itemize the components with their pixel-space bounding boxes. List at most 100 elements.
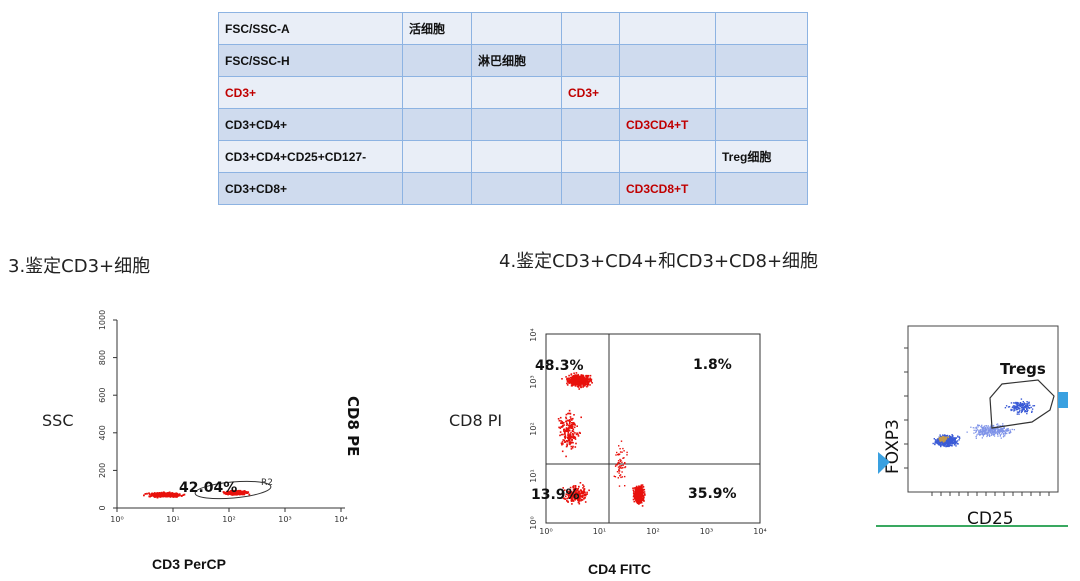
plot2-dot <box>566 440 568 442</box>
plot1-y-tick-label: 400 <box>98 425 107 440</box>
plot2-dot <box>644 494 646 496</box>
plot2-dot <box>564 433 566 436</box>
plot2-dot <box>623 450 625 452</box>
plot1-x-tick-label: 10² <box>222 515 235 524</box>
plot2-dot <box>574 380 577 383</box>
plot3-dot <box>985 431 987 433</box>
plot2-dot <box>582 374 584 377</box>
plot2-dot <box>559 434 561 437</box>
plot2-dot <box>566 440 569 443</box>
plot3-dot <box>939 434 941 436</box>
plot2-dot <box>573 381 575 384</box>
plot3-dot <box>958 436 961 438</box>
plot2-quadrant-lower-right: 35.9% <box>688 486 737 502</box>
plot2-dot <box>578 377 580 379</box>
plot1-dot <box>143 494 145 497</box>
plot3-dot <box>945 440 947 443</box>
plot3-dot <box>951 437 954 439</box>
plot2-dot <box>568 412 570 415</box>
cd4-cd8-dot-plot: 10⁰ 10¹ 10² 10³ 10⁴ 10⁰ 10¹ 10² 10³ 10⁴ 48.3% 1.… <box>529 328 767 536</box>
plot2-dot <box>568 374 570 377</box>
plot2-dot <box>575 376 578 378</box>
table-cell <box>561 140 620 173</box>
plot3-dot <box>948 437 950 439</box>
plot2-dot <box>616 464 619 466</box>
plot2-dot <box>582 484 584 486</box>
plot2-dot <box>584 501 587 503</box>
plot2-dot <box>619 448 621 450</box>
plot3-dot <box>948 439 951 442</box>
plot2-dot <box>573 383 576 385</box>
plot3-dot <box>941 442 944 445</box>
plot3-dot <box>1031 411 1033 413</box>
plot3-dot <box>990 428 992 430</box>
plot2-dot <box>614 465 617 467</box>
plot2-dot <box>561 443 563 446</box>
plot2-dot <box>633 487 636 489</box>
table-cell <box>471 172 562 205</box>
plot2-dot <box>574 446 577 448</box>
plot3-dot <box>1025 407 1028 410</box>
plot1-dot <box>230 493 233 495</box>
plot2-dot <box>635 488 638 490</box>
plot2-dot <box>573 426 576 429</box>
plot3-dot <box>970 426 972 428</box>
plot3-dot <box>1003 435 1005 437</box>
table-cell <box>715 12 808 45</box>
plot3-dot <box>933 438 935 440</box>
plot2-dot <box>565 416 567 419</box>
plot3-dot <box>1017 408 1019 410</box>
plot2-dot <box>582 492 584 495</box>
plot2-dot <box>569 434 571 437</box>
plot3-dot <box>977 426 979 428</box>
plot2-dot <box>567 378 569 380</box>
plot3-x-label: CD25 <box>967 509 1014 529</box>
plot3-dot <box>1024 405 1027 407</box>
table-cell: FSC/SSC-H <box>218 44 403 77</box>
plot2-dot <box>585 375 587 378</box>
plot3-dot <box>952 437 955 439</box>
plot2-dot <box>571 427 573 429</box>
plot1-dot <box>151 493 153 495</box>
plot2-dot <box>636 492 639 494</box>
plot2-dot <box>632 489 635 492</box>
plot2-dot <box>568 382 570 384</box>
plot2-dot <box>563 497 566 500</box>
plot2-dot <box>557 418 560 420</box>
plot2-dot <box>568 427 570 429</box>
plot3-dot <box>951 438 953 441</box>
plot2-dot <box>581 490 583 493</box>
plot3-dot <box>941 444 944 446</box>
plot3-dot <box>951 443 953 445</box>
plot2-dot <box>575 491 578 494</box>
plot2-dot <box>563 441 566 443</box>
plot2-dot <box>635 500 638 502</box>
plot3-dot <box>993 433 996 435</box>
plot3-dot <box>941 441 944 443</box>
plot2-dot <box>640 490 642 493</box>
plot2-dot <box>617 462 619 465</box>
plot2-dot <box>632 492 635 495</box>
plot3-dot <box>982 434 985 436</box>
plot3-dot <box>1002 423 1004 425</box>
plot2-dot <box>577 384 579 387</box>
plot3-dot <box>975 435 977 438</box>
plot3-dot <box>975 430 978 432</box>
plot3-dot <box>985 428 987 431</box>
plot2-dot <box>577 379 579 382</box>
plot3-dot <box>1000 430 1002 432</box>
plot3-dot <box>1006 430 1008 432</box>
plot3-dot <box>1022 408 1025 411</box>
plot1-dot <box>233 491 236 494</box>
plot2-dot <box>578 500 580 502</box>
table-cell: CD3+CD4+ <box>218 108 403 141</box>
plot2-dot <box>579 384 582 387</box>
plot2-dot <box>562 497 565 499</box>
plot2-dot <box>618 445 620 447</box>
plot2-y-tick-label: 10¹ <box>529 469 538 482</box>
plot2-dot <box>638 487 640 490</box>
plot3-dot <box>989 431 992 433</box>
plot3-dot <box>997 435 999 437</box>
plot3-dot <box>1030 406 1032 409</box>
plot2-dot <box>583 379 586 382</box>
